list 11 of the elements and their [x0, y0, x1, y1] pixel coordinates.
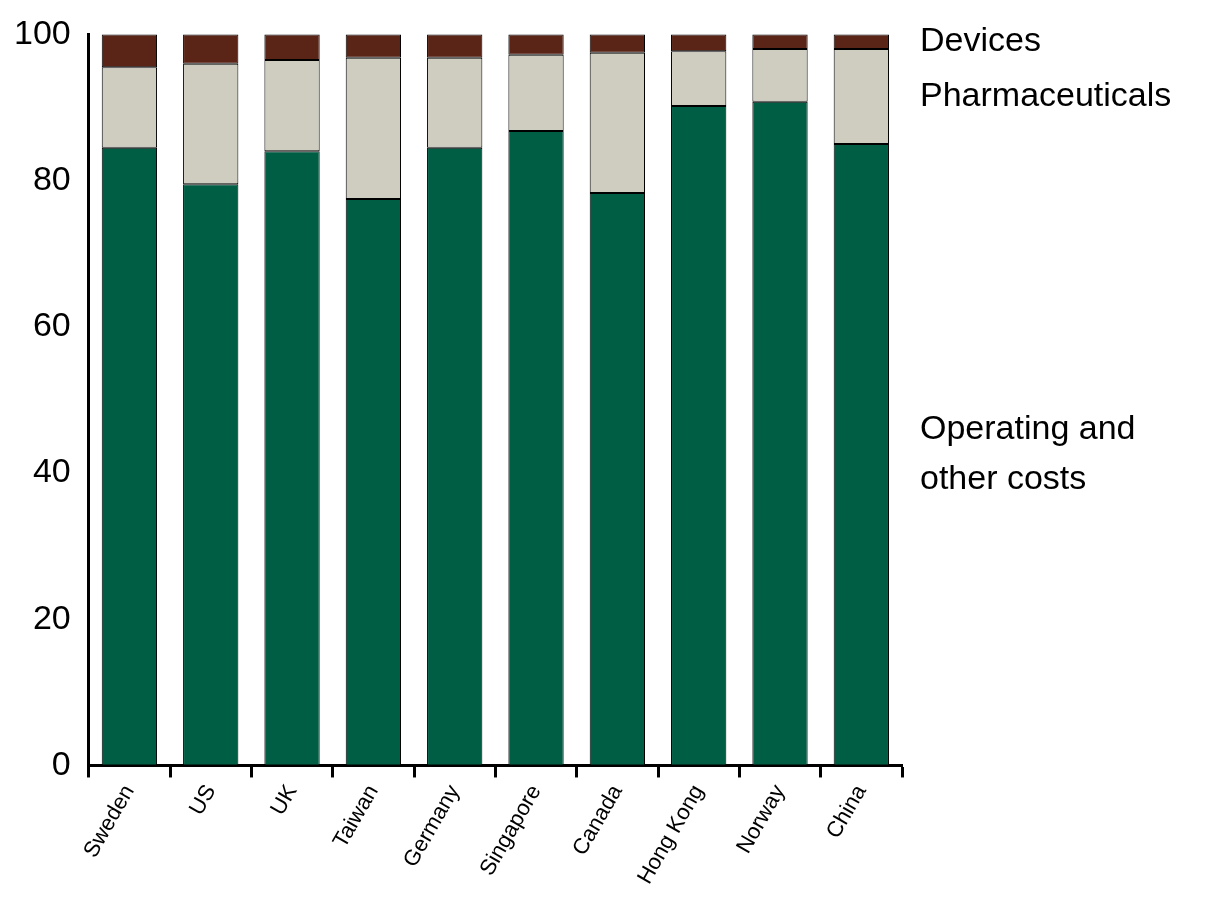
series-label: Operating and other costs: [920, 408, 1136, 497]
series-label: Pharmaceuticals: [920, 74, 1172, 113]
series-label: Devices: [920, 20, 1041, 59]
y-tick-label: 0: [51, 743, 71, 782]
x-tick-label: US: [183, 780, 221, 820]
y-tick-label: 100: [13, 12, 71, 51]
y-tick-label: 20: [32, 597, 71, 636]
x-tick-label: UK: [264, 779, 302, 820]
y-tick-label: 80: [32, 158, 71, 197]
y-tick-label: 40: [32, 451, 71, 490]
y-tick-label: 60: [32, 305, 71, 344]
